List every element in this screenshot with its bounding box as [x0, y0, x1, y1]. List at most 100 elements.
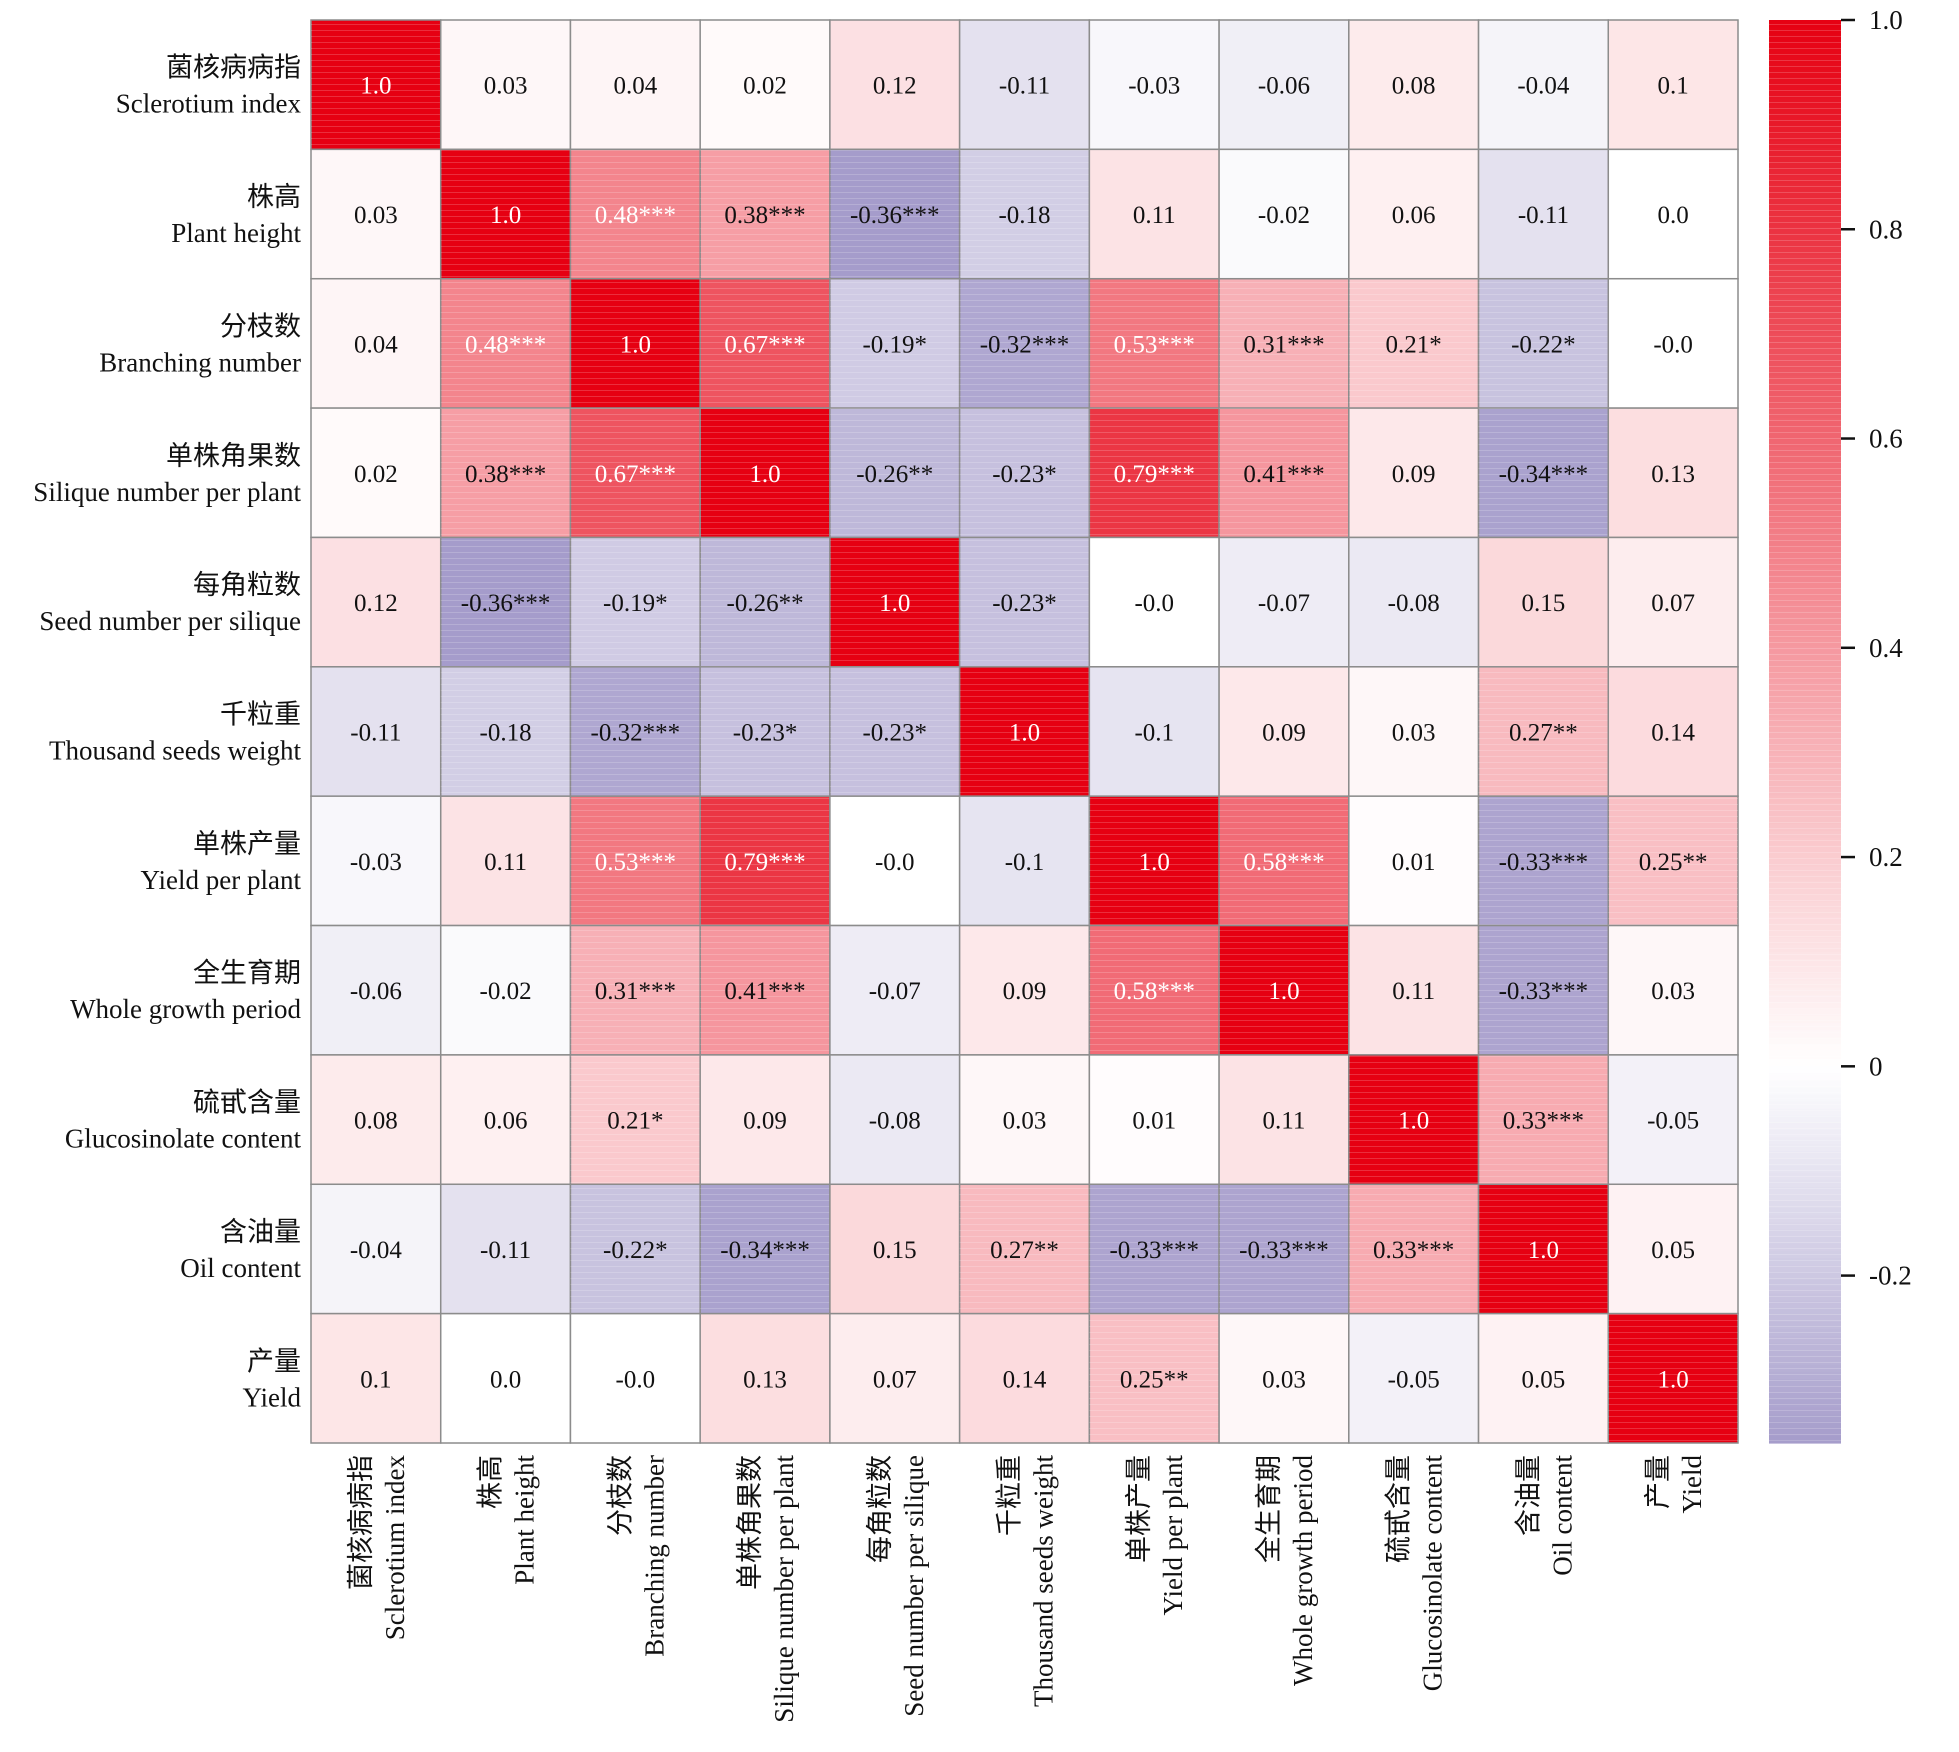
- cell-value-label: 1.0: [360, 73, 391, 100]
- cell-value-label: 0.03: [1392, 720, 1436, 747]
- cell-rect: [1607, 666, 1739, 797]
- cell-value-label: 0.53***: [595, 849, 676, 876]
- y-tick-label: 含油量 Oil content: [180, 1217, 301, 1283]
- cell-texture: [570, 149, 701, 279]
- cell-texture: [700, 1184, 830, 1314]
- heatmap-cell: 1.0: [1477, 1183, 1610, 1315]
- y-label-zh: 产量: [247, 1346, 301, 1376]
- cell-value-label: 0.58***: [1243, 849, 1324, 876]
- cell-value-label: 0.09: [743, 1108, 787, 1135]
- cell-rect: [439, 19, 572, 151]
- cell-value-label: 0.58***: [1114, 978, 1195, 1005]
- cell-value-label: -0.11: [1518, 202, 1569, 229]
- cell-rect: [1477, 148, 1610, 280]
- cell-rect: [310, 1183, 442, 1315]
- cell-value-label: -0.23*: [733, 720, 798, 747]
- cell-value-label: 1.0: [1528, 1237, 1559, 1264]
- cell-rect: [829, 1183, 961, 1315]
- x-label-en: Sclerotium index: [380, 1455, 410, 1641]
- cell-value-label: 0.06: [484, 1108, 528, 1135]
- cell-value-label: 0.15: [1522, 590, 1566, 617]
- heatmap-cell: -0.1: [958, 795, 1091, 927]
- cell-value-label: 1.0: [1009, 720, 1040, 747]
- x-label-en: Oil content: [1547, 1455, 1577, 1576]
- cell-value-label: -0.07: [869, 978, 921, 1005]
- heatmap-cell: 0.15: [1477, 536, 1610, 668]
- cell-rect: [310, 407, 442, 539]
- cell-rect: [829, 924, 961, 1056]
- colorbar-tick: 0.2: [1841, 842, 1903, 872]
- heatmap-cell: 0.31***: [569, 924, 701, 1056]
- cell-texture: [1478, 1184, 1609, 1314]
- heatmap-cell: 0.02: [699, 19, 831, 151]
- heatmap-cell: 0.11: [1088, 148, 1220, 280]
- heatmap-cell: 0.38***: [699, 148, 831, 280]
- cell-value-label: -0.11: [999, 73, 1050, 100]
- colorbar-tick: 0.8: [1841, 214, 1903, 244]
- heatmap-cell: 0.25**: [1088, 1312, 1220, 1444]
- x-label-zh: 每角粒数: [865, 1455, 895, 1563]
- cell-value-label: 0.14: [1003, 1366, 1047, 1393]
- cell-value-label: -0.19*: [603, 590, 668, 617]
- cell-value-label: 0.15: [873, 1237, 917, 1264]
- cell-value-label: 0.48***: [595, 202, 676, 229]
- heatmap-cell: -0.18: [439, 666, 572, 797]
- cell-texture: [570, 278, 701, 409]
- cell-value-label: 0.11: [484, 849, 527, 876]
- cell-value-label: -0.1: [1134, 720, 1174, 747]
- heatmap-cell: 0.13: [1607, 407, 1739, 539]
- y-label-zh: 单株角果数: [166, 441, 301, 471]
- heatmap-cell: 0.0: [439, 1312, 572, 1444]
- colorbar-tick-label: 0.4: [1869, 633, 1903, 663]
- x-tick-label: 含油量 Oil content: [1513, 1455, 1577, 1576]
- colorbar-tick-label: 0.2: [1869, 842, 1903, 872]
- cell-value-label: -0.05: [1647, 1108, 1699, 1135]
- cell-value-label: 0.08: [1392, 73, 1436, 100]
- x-label-zh: 产量: [1643, 1455, 1673, 1509]
- x-label-en: Branching number: [639, 1455, 669, 1657]
- cell-texture: [700, 408, 830, 538]
- cell-texture: [700, 925, 830, 1055]
- heatmap-cell: 1.0: [1348, 1054, 1480, 1186]
- y-tick-label: 硫甙含量 Glucosinolate content: [65, 1088, 302, 1154]
- heatmap-cell: 0.38***: [439, 407, 572, 539]
- cell-value-label: 0.0: [1658, 202, 1689, 229]
- cell-value-label: 0.38***: [465, 461, 546, 488]
- colorbar-tick: 0.6: [1841, 424, 1903, 454]
- cell-value-label: -0.23*: [992, 461, 1057, 488]
- heatmap-cell: 0.08: [310, 1054, 442, 1186]
- cell-texture: [1478, 1054, 1609, 1185]
- heatmap-cell: 0.33***: [1348, 1183, 1480, 1315]
- cell-value-label: 0.03: [1262, 1366, 1306, 1393]
- heatmap-cell: -0.11: [1477, 148, 1610, 280]
- cell-texture: [959, 666, 1090, 797]
- cell-value-label: 0.12: [354, 590, 398, 617]
- y-label-zh: 株高: [247, 182, 301, 212]
- x-label-en: Whole growth period: [1288, 1455, 1318, 1686]
- cell-value-label: -0.1: [1005, 849, 1045, 876]
- cell-rect: [699, 1054, 831, 1186]
- cell-value-label: 0.48***: [465, 331, 546, 358]
- cell-value-label: 0.07: [1651, 590, 1695, 617]
- heatmap-cell: -0.26**: [829, 407, 961, 539]
- colorbar-tick-label: 0: [1869, 1051, 1883, 1081]
- cell-value-label: 0.31***: [595, 978, 676, 1005]
- y-tick-label: 全生育期 Whole growth period: [70, 958, 301, 1024]
- cell-value-label: -0.22*: [1511, 331, 1576, 358]
- cell-texture: [829, 537, 960, 667]
- cell-value-label: 0.05: [1522, 1366, 1566, 1393]
- heatmap-cell: 0.27**: [1477, 666, 1610, 797]
- cell-value-label: 1.0: [749, 461, 780, 488]
- heatmap-cell: 0.03: [310, 148, 442, 280]
- heatmap-cell: 0.04: [569, 19, 701, 151]
- cell-value-label: 1.0: [879, 590, 910, 617]
- cell-rect: [1477, 1312, 1610, 1444]
- cell-value-label: 0.31***: [1243, 331, 1324, 358]
- cell-value-label: 0.09: [1003, 978, 1047, 1005]
- x-label-en: Plant height: [510, 1455, 540, 1585]
- colorbar-texture: [1769, 20, 1841, 1443]
- heatmap-cell: -0.23*: [958, 536, 1091, 668]
- colorbar-tick-label: -0.2: [1869, 1261, 1912, 1291]
- cell-value-label: 0.11: [1392, 978, 1435, 1005]
- cell-rect: [1088, 1054, 1220, 1186]
